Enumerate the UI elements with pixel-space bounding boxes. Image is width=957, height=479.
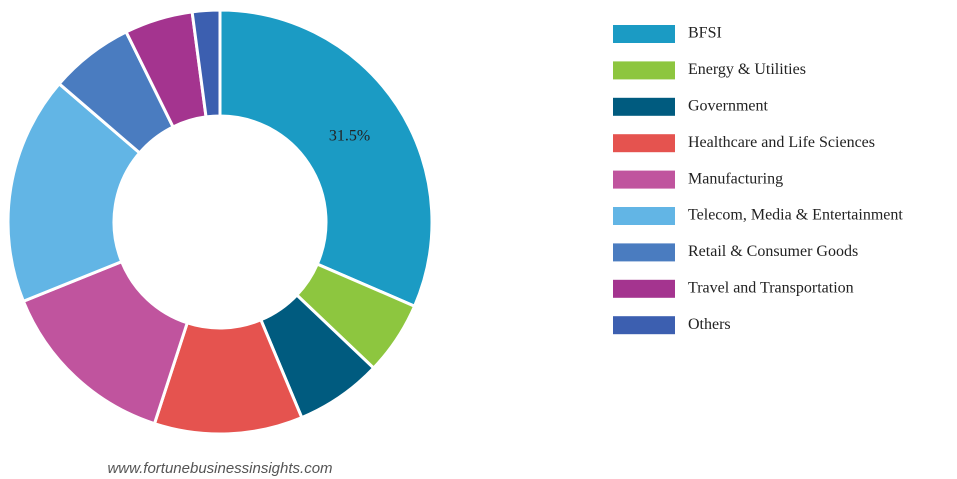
legend-swatch	[613, 25, 675, 43]
slice	[190, 8, 222, 119]
legend-swatch	[613, 61, 675, 80]
legend-swatch	[613, 97, 675, 116]
slice	[21, 259, 190, 426]
legend-label: BFSI	[688, 25, 722, 42]
legend-label: Government	[688, 97, 769, 114]
legend-label: Others	[688, 316, 731, 333]
legend-swatch	[613, 316, 675, 335]
legend-swatch	[613, 279, 675, 298]
legend-swatch	[613, 243, 675, 262]
legend-swatch	[613, 170, 675, 189]
legend-label: Manufacturing	[688, 170, 783, 187]
legend-swatch	[613, 207, 675, 225]
source: www.fortunebusinessinsights.com	[107, 460, 332, 477]
slice	[218, 8, 434, 309]
data-label: 31.5%	[329, 128, 370, 145]
legend-label: Retail & Consumer Goods	[688, 243, 858, 260]
legend-swatch	[613, 134, 675, 153]
legend-label: Energy & Utilities	[688, 61, 806, 78]
legend-label: Healthcare and Life Sciences	[688, 134, 875, 151]
legend-label: Travel and Transportation	[688, 279, 854, 296]
slice	[6, 81, 142, 304]
legend-label: Telecom, Media & Entertainment	[688, 207, 903, 224]
